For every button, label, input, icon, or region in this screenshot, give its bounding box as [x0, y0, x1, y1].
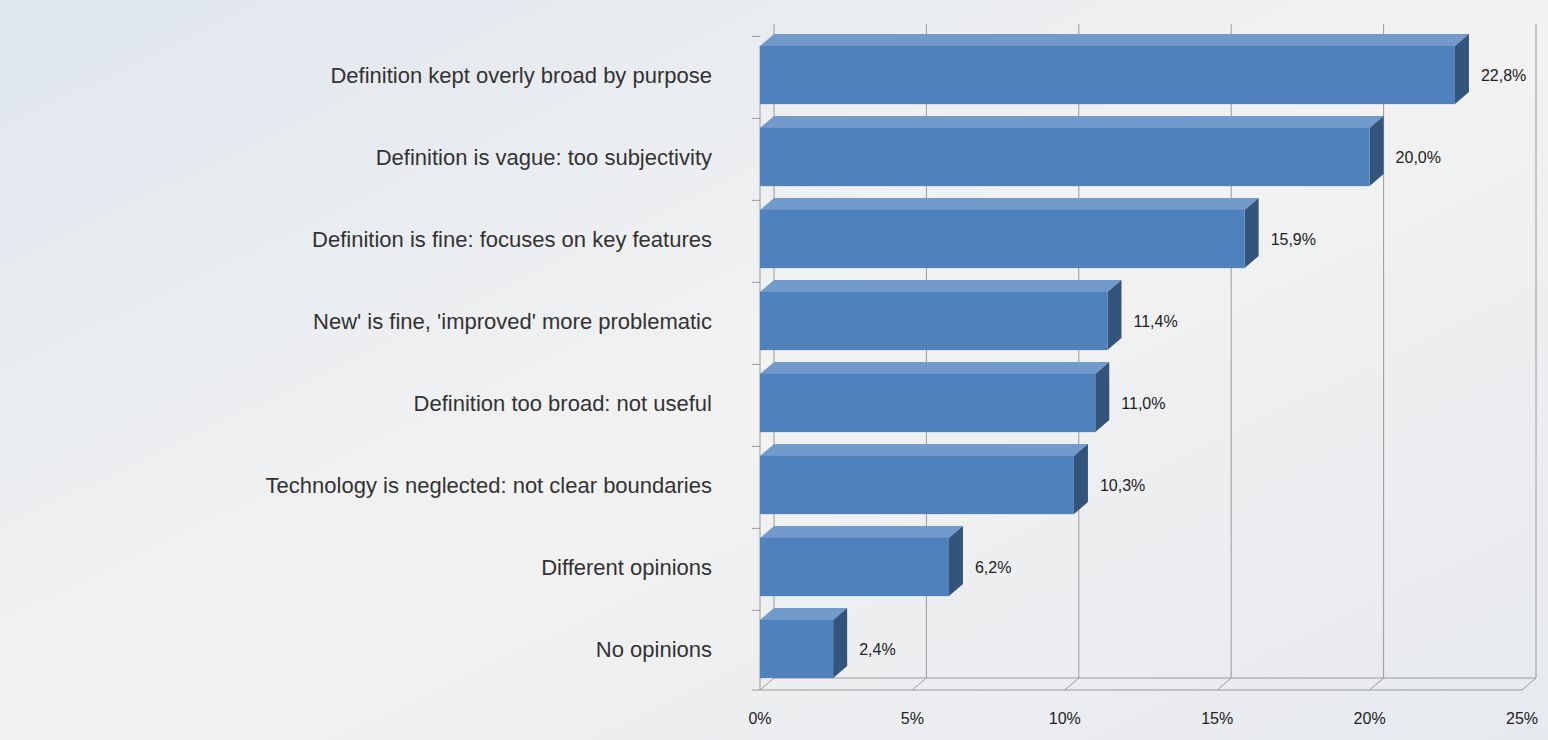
bar-side: [1455, 34, 1469, 104]
tick-label: 15%: [1201, 710, 1233, 727]
tick-label: 0%: [748, 710, 771, 727]
bar: [760, 620, 833, 678]
category-label: Different opinions: [541, 555, 712, 580]
bar-top: [760, 526, 963, 538]
data-label: 10,3%: [1100, 477, 1145, 494]
category-label: Definition too broad: not useful: [414, 391, 712, 416]
bar: [760, 210, 1245, 268]
bar-side: [1095, 362, 1109, 432]
bar: [760, 46, 1455, 104]
background: [0, 0, 1548, 740]
tick-label: 25%: [1506, 710, 1538, 727]
tick-label: 20%: [1354, 710, 1386, 727]
bar: [760, 128, 1370, 186]
bar-top: [760, 198, 1259, 210]
bar: [760, 292, 1107, 350]
category-tick: [752, 36, 760, 37]
data-label: 6,2%: [975, 559, 1011, 576]
bar-top: [760, 280, 1121, 292]
grid: [752, 24, 1536, 690]
tick-label: 5%: [901, 710, 924, 727]
bar-top: [760, 34, 1469, 46]
category-label: New' is fine, 'improved' more problemati…: [313, 309, 712, 334]
chart: 0% 5% 10% 15% 20% 25% Definition kept overly b…: [0, 0, 1548, 740]
category-tick: [752, 118, 760, 119]
data-label: 20,0%: [1396, 149, 1441, 166]
bar: [760, 374, 1095, 432]
category-tick: [752, 610, 760, 611]
category-tick: [752, 200, 760, 201]
category-label: Definition is fine: focuses on key featu…: [312, 227, 712, 252]
floor-back: [774, 678, 1536, 679]
bar-side: [833, 608, 847, 678]
bars: [760, 34, 1469, 678]
bar-side: [1370, 116, 1384, 186]
data-label: 22,8%: [1481, 67, 1526, 84]
bar-top: [760, 362, 1109, 374]
bar-side: [1107, 280, 1121, 350]
data-label: 2,4%: [859, 641, 895, 658]
bar-top: [760, 444, 1088, 456]
bar-side: [949, 526, 963, 596]
category-tick: [752, 364, 760, 365]
category-label: Definition is vague: too subjectivity: [376, 145, 712, 170]
bar-side: [1245, 198, 1259, 268]
labels: Definition kept overly broad by purpose 2…: [266, 63, 1527, 662]
bar-top: [760, 116, 1384, 128]
category-tick: [752, 528, 760, 529]
bar: [760, 456, 1074, 514]
data-label: 15,9%: [1271, 231, 1316, 248]
category-tick: [752, 446, 760, 447]
tick-label: 10%: [1049, 710, 1081, 727]
category-label: Technology is neglected: not clear bound…: [266, 473, 712, 498]
category-label: No opinions: [596, 637, 712, 662]
category-tick: [752, 282, 760, 283]
category-tick: [752, 690, 760, 691]
data-label: 11,4%: [1133, 313, 1177, 330]
bar-top: [760, 608, 847, 620]
bar-side: [1074, 444, 1088, 514]
category-label: Definition kept overly broad by purpose: [330, 63, 712, 88]
floor-front: [760, 690, 1522, 691]
data-label: 11,0%: [1121, 395, 1165, 412]
bar: [760, 538, 949, 596]
grid-line: [1522, 24, 1536, 690]
